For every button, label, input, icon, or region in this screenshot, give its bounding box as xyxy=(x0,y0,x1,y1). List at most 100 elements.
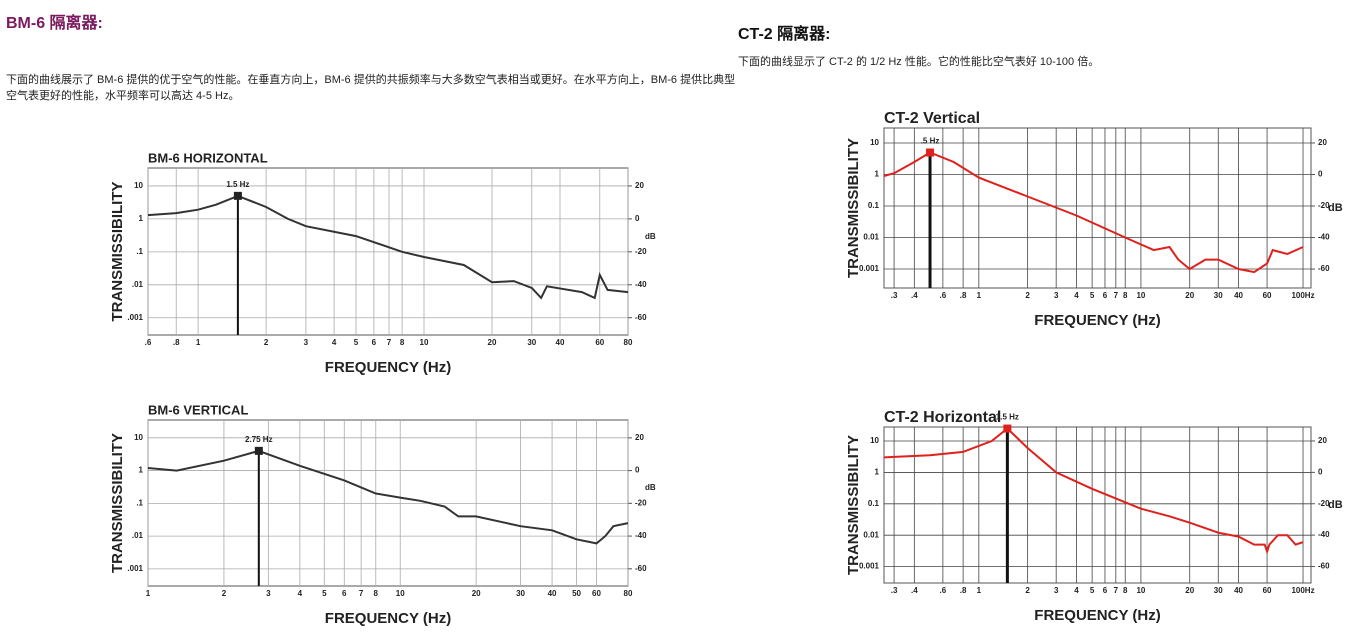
peak-label: 2.75 Hz xyxy=(245,435,273,444)
x-tick-label: 80 xyxy=(624,338,633,347)
y-tick-label: 10 xyxy=(134,181,143,190)
x-axis-label: FREQUENCY (Hz) xyxy=(1034,312,1160,329)
x-tick-label: 30 xyxy=(1214,291,1223,300)
y-axis-label: TRANSMISSIBILITY xyxy=(109,181,126,321)
x-tick-label: 40 xyxy=(1234,586,1243,595)
data-line xyxy=(883,427,1304,555)
x-tick-label: 40 xyxy=(556,338,565,347)
x-tick-label: 80 xyxy=(624,589,633,598)
x-tick-label: 40 xyxy=(548,589,557,598)
y2-tick-label: -20 xyxy=(635,498,647,507)
peak-label: .5 Hz xyxy=(921,137,940,146)
chart-title: CT-2 Horizontal xyxy=(884,409,1001,426)
y2-tick-label: -40 xyxy=(1318,530,1330,539)
y-tick-label: 0.001 xyxy=(859,264,880,273)
peak-marker xyxy=(1003,424,1012,433)
x-tick-label: .8 xyxy=(173,338,180,347)
x-tick-label: 2 xyxy=(1025,291,1030,300)
y2-tick-label: 0 xyxy=(1318,170,1323,179)
x-tick-label: 8 xyxy=(1123,291,1128,300)
y2-tick-label: -20 xyxy=(635,247,647,256)
x-tick-label: 1 xyxy=(196,338,201,347)
y-tick-label: .001 xyxy=(127,313,143,322)
x-tick-label: .4 xyxy=(911,291,918,300)
x-tick-label: 8 xyxy=(374,589,379,598)
y-tick-label: 10 xyxy=(870,138,879,147)
x-tick-label: 20 xyxy=(1185,586,1194,595)
x-tick-label: 20 xyxy=(472,589,481,598)
y-axis-label: TRANSMISSIBILITY xyxy=(845,138,862,278)
x-tick-label: 10 xyxy=(1136,586,1145,595)
x-tick-label: 8 xyxy=(400,338,405,347)
chart-title: CT-2 Vertical xyxy=(884,110,980,127)
x-tick-label: 1 xyxy=(977,291,982,300)
x-tick-label: .6 xyxy=(940,291,947,300)
y2-tick-label: -60 xyxy=(635,313,647,322)
y-tick-label: .1 xyxy=(136,498,143,507)
x-axis-label: FREQUENCY (Hz) xyxy=(325,359,451,376)
x-tick-label: .6 xyxy=(940,586,947,595)
y-tick-label: 1 xyxy=(139,214,144,223)
y2-tick-label: 20 xyxy=(635,433,644,442)
x-tick-label: 1 xyxy=(146,589,151,598)
y2-tick-label: -60 xyxy=(1318,264,1330,273)
x-tick-label: 6 xyxy=(1103,291,1108,300)
x-tick-label: 3 xyxy=(1054,291,1059,300)
x-tick-label: 7 xyxy=(387,338,392,347)
x-tick-label: 1 xyxy=(977,586,982,595)
x-tick-label: 30 xyxy=(516,589,525,598)
y2-axis-label: dB xyxy=(645,232,656,241)
data-line xyxy=(883,151,1304,274)
x-tick-label: 6 xyxy=(342,589,347,598)
peak-marker xyxy=(926,148,935,157)
y-tick-label: 1 xyxy=(875,170,880,179)
x-tick-label: 3 xyxy=(1054,586,1059,595)
x-tick-label: 60 xyxy=(595,338,604,347)
x-axis-label: FREQUENCY (Hz) xyxy=(325,610,451,627)
x-tick-label: 6 xyxy=(372,338,377,347)
peak-marker xyxy=(233,191,242,200)
paragraph: 下面的曲线显示了 CT-2 的 1/2 Hz 性能。它的性能比空气表好 10-1… xyxy=(738,56,1100,68)
x-tick-label: 2 xyxy=(1025,586,1030,595)
y2-tick-label: -40 xyxy=(1318,233,1330,242)
data-line xyxy=(147,194,629,300)
chart-title: BM-6 VERTICAL xyxy=(148,402,248,417)
y-tick-label: 10 xyxy=(870,436,879,445)
data-line xyxy=(147,449,629,545)
peak-label: 1.5 Hz xyxy=(226,180,249,189)
x-tick-label: 7 xyxy=(1114,291,1119,300)
x-tick-label: 3 xyxy=(304,338,309,347)
x-tick-label: .3 xyxy=(891,291,898,300)
chart-title: BM-6 HORIZONTAL xyxy=(148,150,268,165)
y-axis-label: TRANSMISSIBILITY xyxy=(845,435,862,575)
y2-tick-label: 0 xyxy=(635,466,640,475)
x-tick-label: 4 xyxy=(1074,291,1079,300)
x-tick-label: .8 xyxy=(960,586,967,595)
x-tick-label: 100Hz xyxy=(1291,586,1314,595)
paragraph: 下面的曲线展示了 BM-6 提供的优于空气的性能。在垂直方向上，BM-6 提供的… xyxy=(6,74,736,102)
x-tick-label: 4 xyxy=(332,338,337,347)
y-tick-label: .001 xyxy=(127,564,143,573)
x-tick-label: 5 xyxy=(1090,291,1095,300)
x-tick-label: 5 xyxy=(322,589,327,598)
y2-tick-label: -60 xyxy=(1318,562,1330,571)
y-tick-label: .1 xyxy=(136,247,143,256)
y-tick-label: 10 xyxy=(134,433,143,442)
y-tick-label: .01 xyxy=(132,531,144,540)
plot-frame xyxy=(883,127,1312,289)
x-tick-label: 7 xyxy=(359,589,364,598)
x-tick-label: 2 xyxy=(222,589,227,598)
y2-tick-label: 20 xyxy=(1318,138,1327,147)
x-tick-label: 4 xyxy=(1074,586,1079,595)
x-tick-label: 10 xyxy=(420,338,429,347)
y2-tick-label: -20 xyxy=(1318,499,1330,508)
x-tick-label: 20 xyxy=(1185,291,1194,300)
x-axis-label: FREQUENCY (Hz) xyxy=(1034,607,1160,624)
y2-tick-label: -40 xyxy=(635,280,647,289)
section-title: BM-6 隔离器: xyxy=(6,15,103,32)
x-tick-label: .6 xyxy=(145,338,152,347)
y2-axis-label: dB xyxy=(1328,499,1343,511)
y-tick-label: 0.1 xyxy=(868,499,880,508)
